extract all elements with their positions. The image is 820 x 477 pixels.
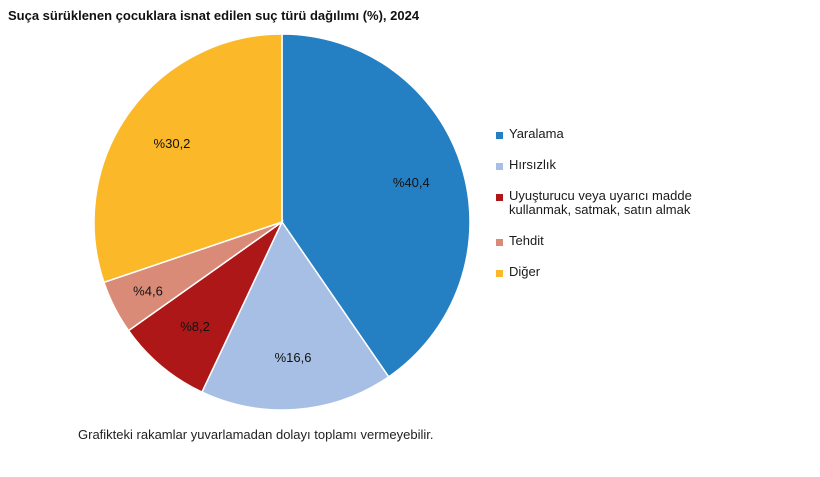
pie-slice-0: [281, 33, 471, 378]
legend-item-4: Diğer: [496, 265, 796, 279]
legend-item-3: Tehdit: [496, 234, 796, 248]
legend-swatch: [496, 270, 503, 277]
legend-label: Hırsızlık: [509, 157, 556, 172]
legend-item-0: Yaralama: [496, 127, 796, 141]
pie-slice-1: [200, 220, 390, 411]
legend-item-2: Uyuşturucu veya uyarıcı madde kullanmak,…: [496, 189, 796, 217]
legend-item-1: Hırsızlık: [496, 158, 796, 172]
legend-label: Uyuşturucu veya uyarıcı madde kullanmak,…: [509, 188, 692, 217]
slice-data-label-2: %8,2: [180, 319, 210, 334]
legend-swatch: [496, 194, 503, 201]
chart-legend: Yaralama Hırsızlık Uyuşturucu veya uyarıcı…: [496, 127, 796, 296]
legend-label: Yaralama: [509, 126, 564, 141]
slice-data-label-0: %40,4: [393, 175, 430, 190]
legend-label: Diğer: [509, 264, 541, 279]
pie-slice-2: [127, 219, 284, 394]
chart-title: Suça sürüklenen çocuklara isnat edilen s…: [8, 8, 420, 23]
legend-swatch: [496, 239, 503, 246]
legend-swatch: [496, 132, 503, 139]
legend-label: Tehdit: [509, 233, 544, 248]
pie-slice-4: [93, 33, 283, 284]
slice-data-label-1: %16,6: [275, 350, 312, 365]
footnote: Grafikteki rakamlar yuvarlamadan dolayı …: [78, 427, 434, 442]
slice-data-label-4: %30,2: [154, 136, 191, 151]
legend-swatch: [496, 163, 503, 170]
slice-data-label-3: %4,6: [133, 283, 163, 298]
